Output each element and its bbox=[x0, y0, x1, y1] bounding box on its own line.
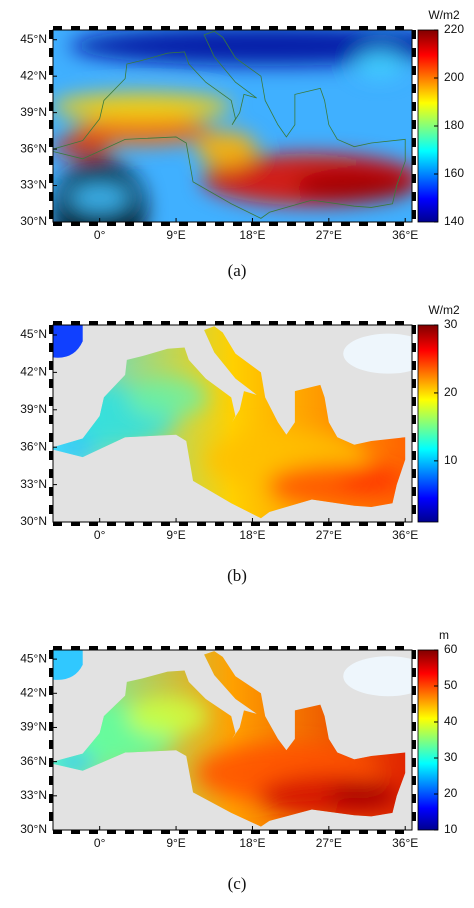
x-tick-label: 18°E bbox=[239, 528, 265, 542]
colorbar-tick-label: 220 bbox=[444, 22, 464, 36]
y-tick-label: 30°N bbox=[20, 822, 47, 836]
black-sea bbox=[343, 333, 412, 374]
atlantic bbox=[53, 650, 83, 680]
x-tick-label: 27°E bbox=[316, 528, 342, 542]
y-tick-label: 33°N bbox=[20, 788, 47, 802]
y-tick-label: 45°N bbox=[20, 327, 47, 341]
y-tick-label: 30°N bbox=[20, 514, 47, 528]
colorbar-tick-label: 30 bbox=[444, 750, 458, 764]
y-tick-label: 42°N bbox=[20, 68, 47, 82]
map-panel: 0° 9°E 18°E 27°E 36°E 30°N 33°N 36°N 39°N 42°N 45°… bbox=[20, 8, 464, 280]
colorbar-tick-label: 140 bbox=[444, 214, 464, 228]
colorbar-tick-label: 10 bbox=[444, 453, 458, 467]
y-tick-label: 42°N bbox=[20, 685, 47, 699]
colorbar-tick-label: 50 bbox=[444, 678, 458, 692]
x-tick-label: 9°E bbox=[166, 836, 185, 850]
y-tick-label: 45°N bbox=[20, 651, 47, 665]
x-tick-label: 27°E bbox=[316, 836, 342, 850]
colorbar-tick-label: 30 bbox=[444, 317, 458, 331]
colorbar-tick-label: 160 bbox=[444, 166, 464, 180]
y-tick-label: 33°N bbox=[20, 477, 47, 491]
colorbar-unit: W/m2 bbox=[428, 8, 460, 22]
colorbar-unit: W/m2 bbox=[428, 303, 460, 317]
colorbar-tick-label: 20 bbox=[444, 786, 458, 800]
x-tick-label: 9°E bbox=[166, 528, 185, 542]
x-tick-label: 0° bbox=[94, 228, 106, 242]
y-tick-label: 36°N bbox=[20, 141, 47, 155]
x-tick-label: 27°E bbox=[316, 228, 342, 242]
colorbar bbox=[417, 324, 439, 523]
y-tick-label: 39°N bbox=[20, 105, 47, 119]
y-tick-label: 36°N bbox=[20, 439, 47, 453]
x-tick-label: 0° bbox=[94, 836, 106, 850]
panel-label: (c) bbox=[228, 874, 247, 893]
x-tick-label: 0° bbox=[94, 528, 106, 542]
panel-label: (a) bbox=[228, 261, 247, 280]
y-tick-label: 45°N bbox=[20, 32, 47, 46]
map-image bbox=[53, 650, 412, 830]
y-tick-label: 39°N bbox=[20, 402, 47, 416]
x-tick-label: 36°E bbox=[392, 528, 418, 542]
y-tick-label: 36°N bbox=[20, 754, 47, 768]
panel-label: (b) bbox=[227, 566, 247, 585]
map-image bbox=[53, 325, 412, 522]
colorbar-unit: m bbox=[439, 628, 449, 642]
map-panel: 0° 9°E 18°E 27°E 36°E 30°N 33°N 36°N 39°N 42°N 45°… bbox=[20, 303, 460, 585]
colorbar-tick-label: 10 bbox=[444, 822, 458, 836]
x-tick-label: 18°E bbox=[239, 228, 265, 242]
y-tick-label: 30°N bbox=[20, 214, 47, 228]
colorbar-tick-label: 180 bbox=[444, 118, 464, 132]
colorbar bbox=[417, 649, 439, 831]
x-tick-label: 18°E bbox=[239, 836, 265, 850]
x-tick-label: 9°E bbox=[166, 228, 185, 242]
x-tick-label: 36°E bbox=[392, 836, 418, 850]
map-panel: 0° 9°E 18°E 27°E 36°E 30°N 33°N 36°N 39°N 42°N 45°… bbox=[20, 628, 457, 893]
x-tick-label: 36°E bbox=[392, 228, 418, 242]
y-tick-label: 39°N bbox=[20, 720, 47, 734]
colorbar-tick-label: 60 bbox=[444, 642, 458, 656]
colorbar-tick-label: 200 bbox=[444, 70, 464, 84]
atlantic bbox=[53, 325, 83, 358]
map-image bbox=[53, 30, 412, 222]
colorbar-tick-label: 20 bbox=[444, 385, 458, 399]
colorbar-tick-label: 40 bbox=[444, 714, 458, 728]
black-sea bbox=[343, 656, 412, 697]
y-tick-label: 33°N bbox=[20, 178, 47, 192]
y-tick-label: 42°N bbox=[20, 365, 47, 379]
coastline bbox=[53, 30, 406, 219]
